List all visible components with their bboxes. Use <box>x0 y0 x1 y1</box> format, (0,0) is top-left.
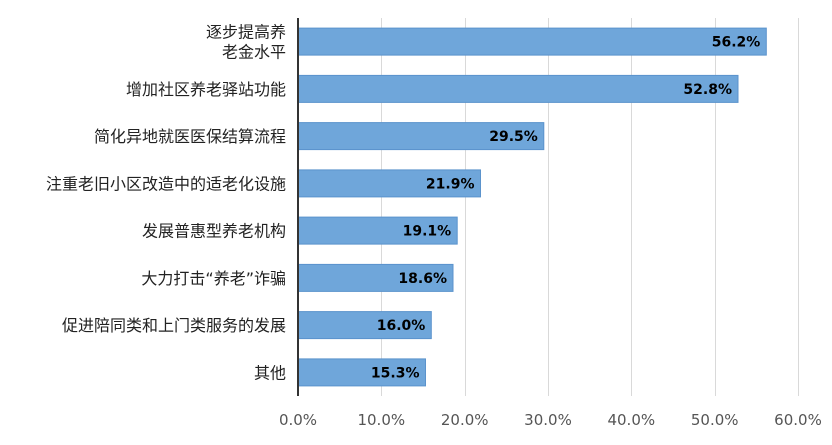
bar <box>297 169 481 198</box>
bar <box>297 27 767 56</box>
category-label: 大力打击“养老”诈骗 <box>141 269 286 288</box>
x-tick-label: 40.0% <box>607 411 655 429</box>
category-label: 其他 <box>254 363 286 382</box>
data-label: 16.0% <box>377 318 426 334</box>
data-label: 15.3% <box>371 365 420 381</box>
grid-lines <box>381 18 799 396</box>
x-tick-label: 20.0% <box>441 411 489 429</box>
data-label: 21.9% <box>426 176 475 192</box>
data-label: 19.1% <box>403 224 452 240</box>
category-label: 发展普惠型养老机构 <box>142 222 286 241</box>
bar <box>297 216 458 245</box>
category-label: 老金水平 <box>222 43 286 62</box>
bar <box>297 74 739 103</box>
x-tick-label: 50.0% <box>691 411 739 429</box>
data-labels: 56.2% 52.8% 29.5% 21.9% 19.1% 18.6% 16.0% 15.3% <box>371 35 760 382</box>
category-label: 逐步提高养 <box>206 23 286 42</box>
x-tick-labels: 0.0% 10.0% 20.0% 30.0% 40.0% 50.0% 60.0% <box>279 411 822 429</box>
x-tick-label: 0.0% <box>279 411 317 429</box>
category-label: 注重老旧小区改造中的适老化设施 <box>46 174 286 193</box>
x-tick-label: 60.0% <box>774 411 822 429</box>
category-label: 促进陪同类和上门类服务的发展 <box>62 316 286 335</box>
data-label: 52.8% <box>683 82 732 98</box>
category-labels: 逐步提高养老金水平增加社区养老驿站功能简化异地就医医保结算流程注重老旧小区改造中… <box>46 23 286 383</box>
data-label: 29.5% <box>489 129 538 145</box>
bar <box>297 122 545 151</box>
bar <box>297 263 454 292</box>
bars <box>297 27 767 387</box>
data-label: 56.2% <box>712 35 761 51</box>
category-label: 简化异地就医医保结算流程 <box>94 127 286 146</box>
data-label: 18.6% <box>398 271 447 287</box>
bar <box>297 358 426 387</box>
x-tick-label: 10.0% <box>357 411 405 429</box>
bar <box>297 311 432 340</box>
category-label: 增加社区养老驿站功能 <box>126 80 286 99</box>
x-tick-label: 30.0% <box>524 411 572 429</box>
